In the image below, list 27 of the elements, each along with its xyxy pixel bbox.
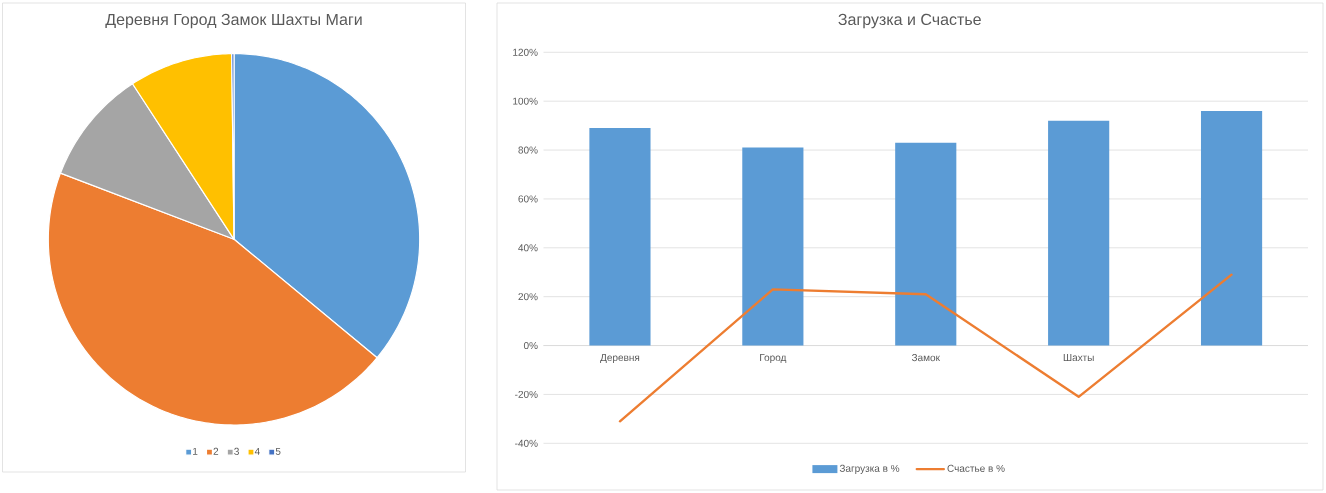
chart-title: Загрузка и Счастье (838, 13, 981, 29)
y-tick-label: 40% (518, 244, 538, 252)
bar (895, 142, 957, 346)
x-tick-label: Деревня (600, 354, 640, 364)
bar (1200, 110, 1263, 346)
y-tick-label: -20% (515, 390, 538, 398)
legend-label: 4 (254, 447, 260, 455)
legend-label: 1 (193, 447, 198, 455)
legend-label: Счастье в % (947, 464, 1005, 472)
bar (1048, 120, 1110, 346)
x-tick-label: Замок (911, 354, 941, 362)
bar (589, 128, 651, 346)
y-tick-label: 20% (518, 293, 538, 301)
y-tick-label: 80% (518, 146, 538, 154)
y-tick-label: 60% (518, 195, 538, 203)
bar (742, 147, 804, 346)
y-tick-label: -40% (515, 439, 538, 447)
legend-label: Загрузка в % (839, 464, 900, 474)
legend-label: 5 (275, 447, 281, 455)
x-tick-label: Город (760, 354, 787, 364)
x-tick-label: Шахты (1063, 354, 1094, 362)
y-tick-label: 120% (513, 48, 538, 56)
legend-label: 2 (213, 447, 219, 455)
legend-label: 3 (234, 447, 239, 455)
chart-title: Деревня Город Замок Шахты Маги (105, 13, 362, 29)
y-tick-label: 0% (523, 342, 538, 350)
y-tick-label: 100% (513, 97, 538, 105)
